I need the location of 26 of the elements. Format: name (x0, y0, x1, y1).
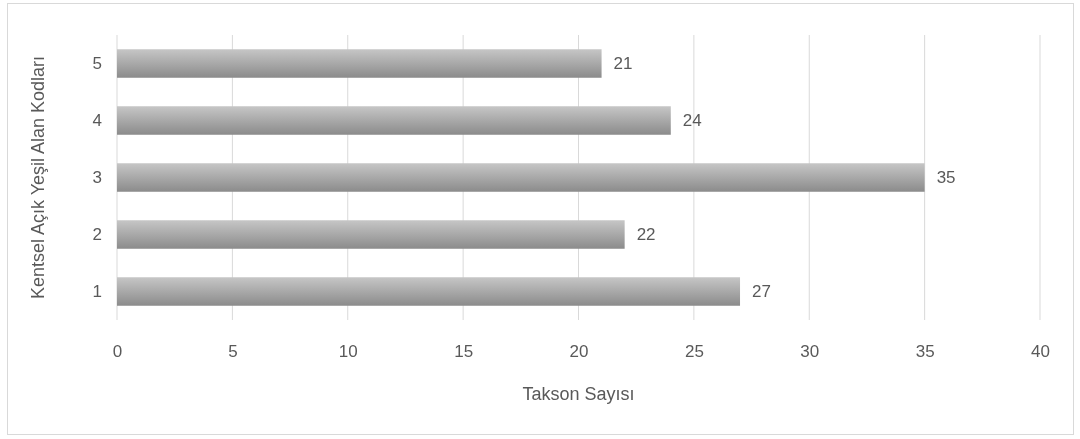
x-tick-label: 5 (228, 342, 238, 362)
x-tick-label: 30 (800, 342, 820, 362)
data-label: 21 (613, 54, 633, 74)
y-tick-label: 5 (92, 53, 102, 73)
data-label: 22 (636, 225, 656, 245)
data-label: 24 (682, 111, 702, 131)
bar (117, 277, 741, 306)
x-tick-label: 25 (684, 342, 704, 362)
x-axis-title: Takson Sayısı (522, 384, 635, 404)
x-tick-label: 0 (112, 342, 123, 362)
x-tick-label: 40 (1031, 342, 1050, 362)
x-tick-label: 20 (569, 342, 589, 362)
y-tick-label: 2 (92, 224, 102, 244)
data-label: 27 (752, 282, 771, 302)
x-tick-label: 15 (454, 342, 474, 362)
bar (117, 106, 671, 135)
bar (117, 220, 625, 249)
data-label: 35 (936, 168, 956, 188)
bar (117, 49, 602, 78)
y-tick-label: 4 (92, 110, 102, 130)
y-axis-title: Kentsel Açık Yeşil Alan Kodları (28, 55, 48, 300)
y-tick-label: 1 (92, 281, 102, 301)
y-tick-label: 3 (92, 167, 102, 187)
x-tick-label: 35 (915, 342, 935, 362)
x-tick-label: 10 (338, 342, 358, 362)
bar (117, 163, 925, 192)
